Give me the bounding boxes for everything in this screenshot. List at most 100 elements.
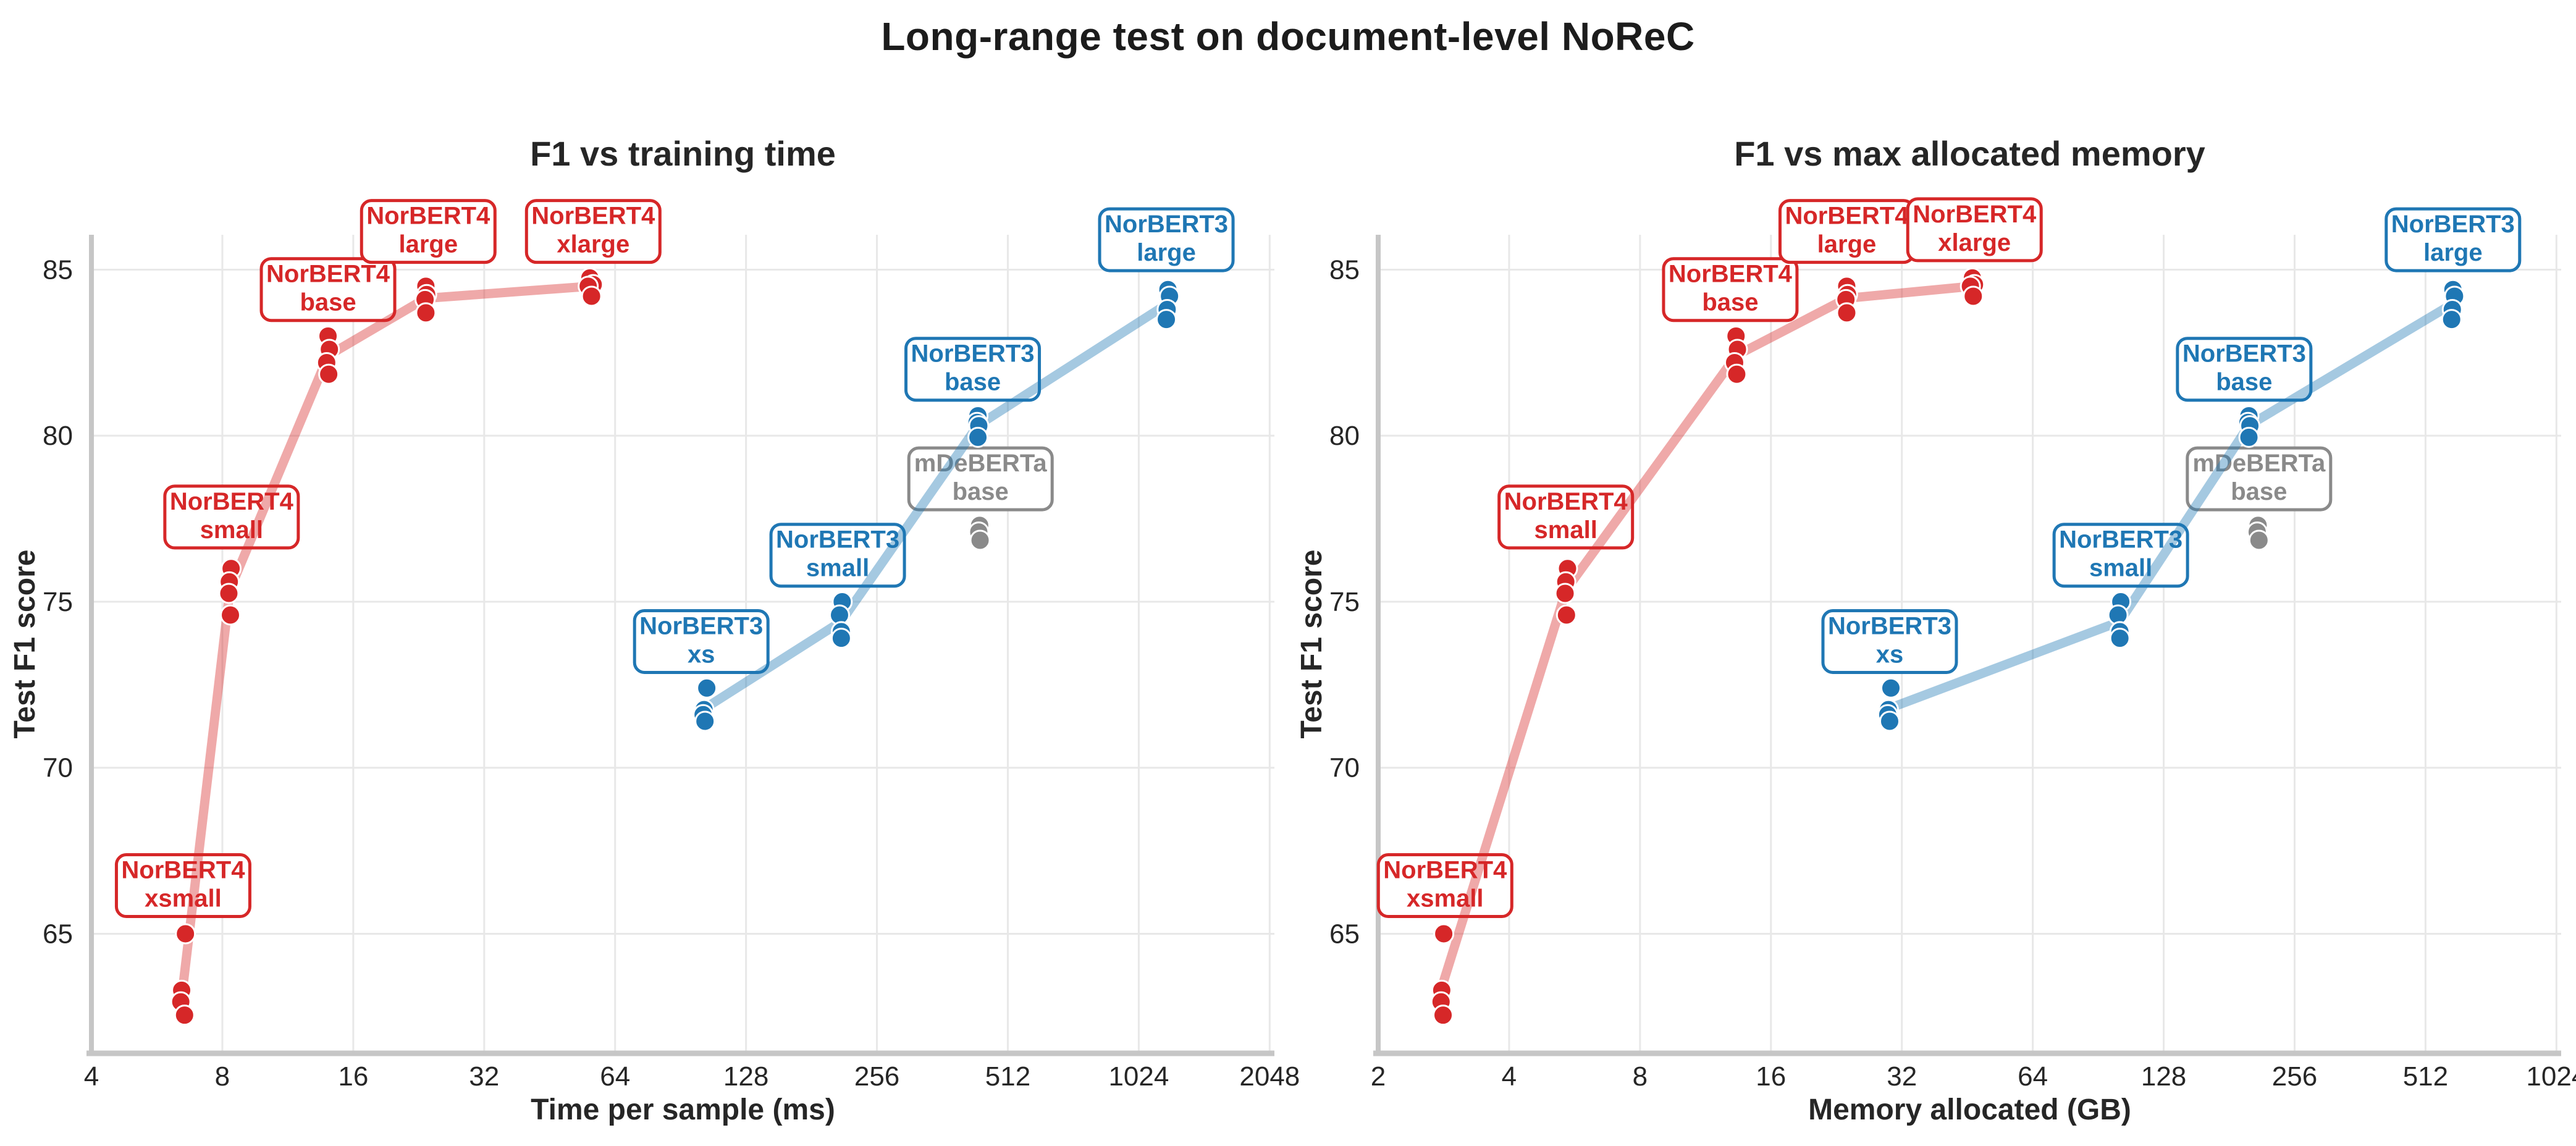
model-label-line2: xlarge (557, 231, 629, 258)
data-point (220, 604, 242, 626)
y-tick-label: 75 (43, 587, 73, 617)
gridlines (91, 235, 1274, 1053)
model-label-line1: NorBERT3 (2182, 340, 2306, 368)
chart-time: 4 8 16 32 64 128 256 512 1024 2048 65 70 75 80 85 Time … (9, 134, 1300, 1126)
model-label-line1: NorBERT3 (911, 340, 1035, 368)
data-point (1963, 285, 1984, 307)
model-label-line2: xsmall (1407, 885, 1484, 912)
data-point (967, 426, 989, 448)
model-label-line1: NorBERT4 (1785, 203, 1909, 230)
model-label-box (769, 523, 906, 588)
model-label-box (360, 199, 497, 264)
model-label-line2: base (945, 369, 1001, 396)
data-point (969, 529, 991, 551)
data-point (318, 363, 340, 385)
x-tick-label: 128 (723, 1061, 768, 1092)
model-label-line1: NorBERT4 (1504, 488, 1628, 515)
model-label-box (524, 199, 662, 264)
x-axis-label: Memory allocated (GB) (1808, 1093, 2131, 1126)
model-label-box (163, 484, 300, 550)
y-tick-label: 75 (1329, 587, 1360, 617)
series-mDeBERTa (2246, 515, 2270, 551)
data-point (1726, 363, 1748, 385)
trend-line (1884, 299, 2458, 714)
x-tick-label: 1024 (2526, 1061, 2576, 1092)
model-label-line2: base (300, 289, 356, 316)
y-tick-label: 65 (1329, 919, 1360, 949)
model-label-line1: NorBERT4 (121, 857, 245, 884)
x-tick-label: 64 (600, 1061, 630, 1092)
model-label-line1: NorBERT3 (776, 526, 899, 554)
x-tick-label: 64 (2018, 1061, 2048, 1092)
data-point (696, 677, 718, 699)
model-label-line2: small (2089, 555, 2152, 582)
x-tick-label: 32 (1887, 1061, 1917, 1092)
y-tick-label: 85 (1329, 255, 1360, 285)
model-labels: NorBERT4xsmallNorBERT4smallNorBERT4baseN… (114, 199, 1235, 919)
chart-title: F1 vs max allocated memory (1734, 134, 2205, 173)
x-tick-label: 4 (84, 1061, 99, 1092)
model-label-line1: NorBERT4 (1913, 201, 2037, 228)
data-point (1554, 583, 1576, 604)
x-tick-label: 4 (1502, 1061, 1517, 1092)
chart-title: F1 vs training time (530, 134, 836, 173)
data-point (581, 285, 602, 307)
data-point (2109, 628, 2131, 649)
model-label-box (2186, 446, 2333, 512)
data-point (2238, 426, 2260, 448)
model-label-line1: NorBERT4 (266, 261, 390, 288)
data-point (174, 1005, 195, 1026)
model-label-line2: base (1702, 289, 1758, 316)
model-label-line1: NorBERT3 (2059, 526, 2182, 554)
gridlines (1378, 235, 2561, 1053)
model-label-line2: base (953, 478, 1009, 505)
data-point (1433, 1005, 1454, 1026)
model-label-box (1906, 197, 2043, 263)
data-point (1156, 309, 1177, 331)
data-point (2248, 529, 2270, 551)
x-tick-label: 256 (854, 1061, 899, 1092)
x-tick-label: 512 (2403, 1061, 2448, 1092)
y-tick-label: 85 (43, 255, 73, 285)
model-label-line1: NorBERT4 (366, 203, 490, 230)
model-label-line1: NorBERT4 (1669, 261, 1793, 288)
data-point (218, 583, 240, 604)
model-label-line2: base (2216, 369, 2272, 396)
model-label-box (1662, 257, 1799, 322)
model-label-line1: NorBERT4 (531, 203, 655, 230)
model-label-box (1821, 609, 1958, 674)
data-point (1433, 923, 1455, 945)
data-point (415, 302, 437, 324)
model-labels: NorBERT4xsmallNorBERT4smallNorBERT4baseN… (1376, 197, 2522, 919)
model-label-line1: NorBERT3 (1828, 612, 1951, 639)
model-label-line2: large (1817, 231, 1877, 258)
model-label-box (1098, 207, 1235, 272)
model-label-line2: large (398, 231, 458, 258)
data-point (1836, 302, 1858, 324)
figure-title: Long-range test on document-level NoReC (881, 14, 1695, 59)
model-label-box (1376, 853, 1513, 919)
model-label-line2: xs (688, 641, 715, 668)
model-label-line1: mDeBERTa (914, 450, 1048, 477)
model-label-box (633, 609, 770, 674)
model-label-line2: xsmall (145, 885, 222, 912)
y-tick-label: 70 (43, 753, 73, 783)
model-label-line2: small (1534, 516, 1597, 544)
model-label-box (907, 446, 1054, 512)
model-label-line2: xlarge (1938, 229, 2011, 256)
